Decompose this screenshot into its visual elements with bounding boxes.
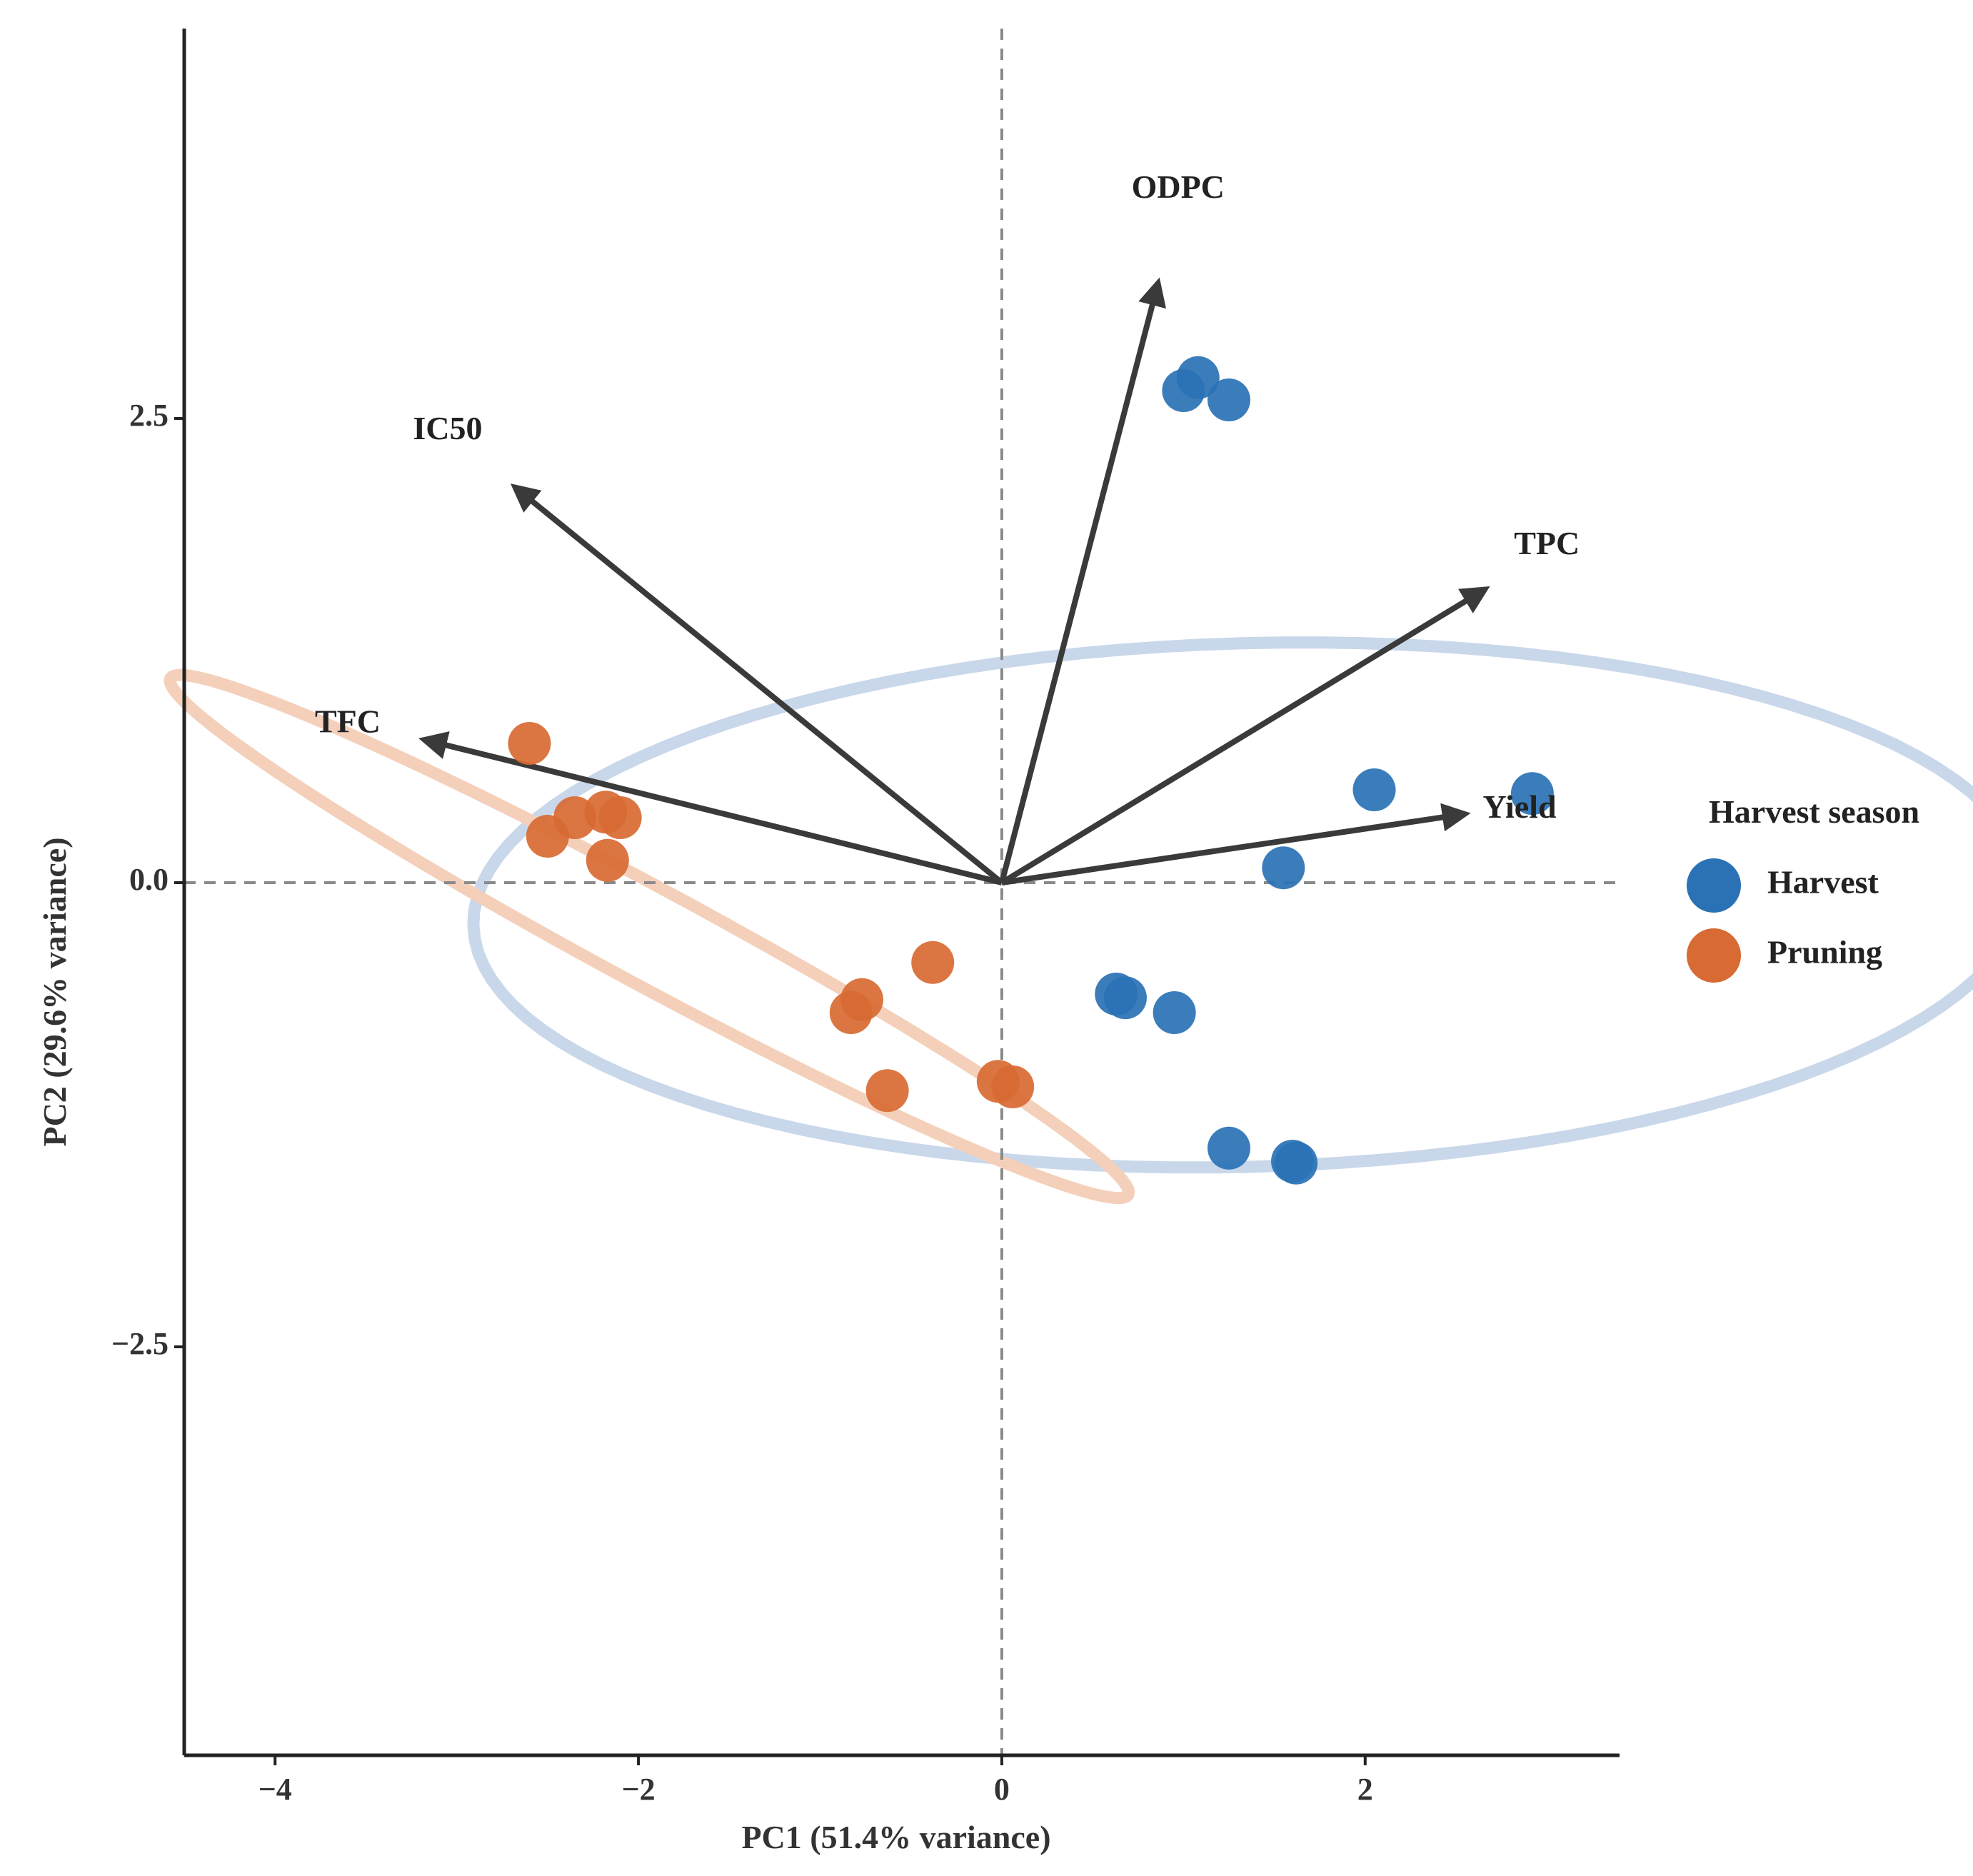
x-tick-label: −2 xyxy=(622,1772,656,1807)
y-axis-title: PC2 (29.6% variance) xyxy=(36,837,73,1146)
reference-lines xyxy=(184,29,1620,1755)
point-pruning xyxy=(586,838,629,882)
point-harvest xyxy=(1207,1126,1250,1170)
legend-entries: Harvest Pruning xyxy=(1687,858,1882,983)
point-harvest xyxy=(1153,991,1196,1034)
vector-label-ic50: IC50 xyxy=(413,410,482,446)
point-pruning xyxy=(911,940,955,984)
point-harvest xyxy=(1103,976,1147,1020)
point-harvest xyxy=(1176,356,1220,399)
vector-tpc xyxy=(1000,586,1490,886)
y-tick-label: −2.5 xyxy=(111,1326,169,1361)
y-axis-ticks: 2.5 0.0 −2.5 xyxy=(111,398,184,1361)
x-tick-label: −4 xyxy=(258,1772,292,1807)
point-pruning xyxy=(829,991,873,1034)
legend: Harvest season Harvest Pruning xyxy=(1687,793,1919,983)
legend-swatch-pruning xyxy=(1687,928,1741,983)
x-axis-ticks: −4 −2 0 2 xyxy=(258,1755,1373,1807)
point-pruning xyxy=(508,722,551,765)
point-harvest xyxy=(1352,768,1396,811)
legend-label-pruning: Pruning xyxy=(1767,934,1882,970)
vector-label-tpc: TPC xyxy=(1514,525,1580,561)
legend-label-harvest: Harvest xyxy=(1767,864,1879,901)
vector-label-yield: Yield xyxy=(1483,788,1557,825)
vector-odpc xyxy=(999,277,1167,884)
point-harvest xyxy=(1275,1141,1318,1185)
x-tick-label: 2 xyxy=(1357,1772,1373,1807)
y-tick-label: 2.5 xyxy=(129,398,169,433)
vector-labels: ODPC IC50 TPC TFC Yield xyxy=(315,169,1580,825)
vector-label-odpc: ODPC xyxy=(1132,169,1225,205)
y-tick-label: 0.0 xyxy=(129,862,169,897)
point-harvest xyxy=(1262,846,1305,890)
x-tick-label: 0 xyxy=(994,1772,1010,1807)
point-pruning xyxy=(865,1069,909,1113)
point-pruning xyxy=(991,1065,1035,1108)
loading-vectors xyxy=(418,277,1490,886)
point-pruning xyxy=(598,796,642,839)
x-axis-title: PC1 (51.4% variance) xyxy=(741,1819,1050,1855)
vector-yield xyxy=(1001,803,1471,886)
axes: −4 −2 0 2 2.5 0.0 −2.5 xyxy=(111,29,1620,1807)
vector-ic50 xyxy=(510,483,1004,886)
data-points xyxy=(508,356,1554,1185)
point-harvest xyxy=(1510,772,1554,816)
ellipse-harvest xyxy=(467,636,1973,1174)
vector-label-tfc: TFC xyxy=(315,703,381,740)
legend-swatch-harvest xyxy=(1687,858,1741,913)
legend-title: Harvest season xyxy=(1709,793,1919,830)
vector-tfc xyxy=(418,731,1003,886)
point-harvest xyxy=(1207,378,1250,421)
confidence-ellipses xyxy=(164,636,1973,1205)
